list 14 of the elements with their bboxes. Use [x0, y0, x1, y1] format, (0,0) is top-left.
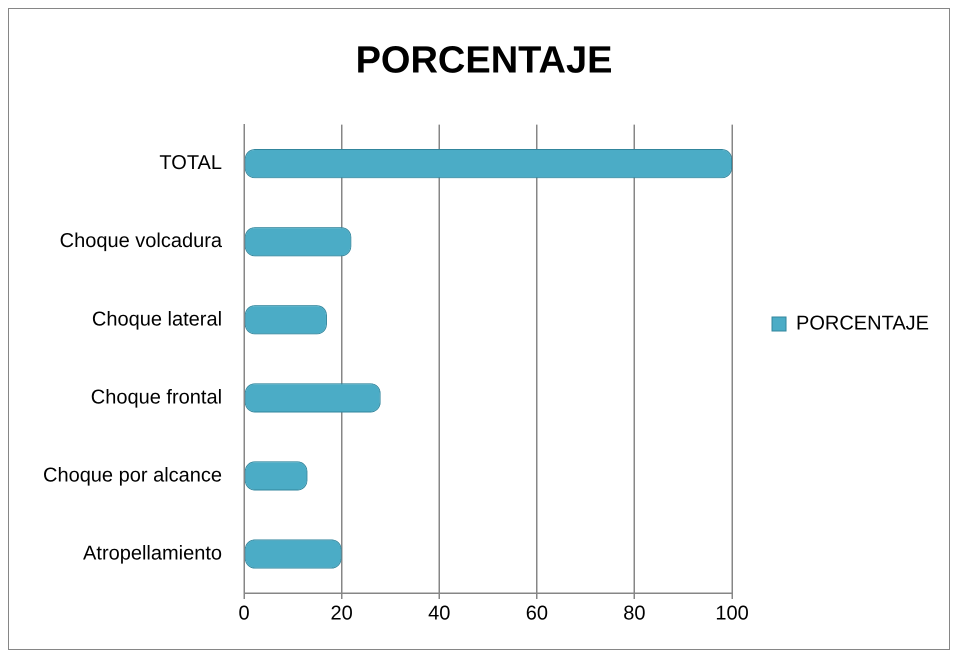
y-tick-label: Choque lateral	[92, 308, 222, 330]
y-tick-label: TOTAL	[159, 152, 222, 174]
x-tick-label: 20	[330, 602, 353, 625]
y-tick-label: Choque por alcance	[43, 464, 222, 486]
x-tick-label: 80	[623, 602, 646, 625]
x-tick-label: 0	[238, 602, 250, 625]
chart-title: PORCENTAJE	[356, 39, 612, 82]
y-tick-label: Choque volcadura	[60, 230, 223, 252]
y-tick-label: Choque frontal	[90, 386, 222, 408]
x-tick-label: 60	[526, 602, 548, 625]
x-tick-label: 100	[715, 602, 749, 625]
y-tick-label: Atropellamiento	[83, 542, 222, 564]
x-tick-label: 40	[428, 602, 450, 625]
legend-label: PORCENTAJE	[796, 312, 930, 335]
